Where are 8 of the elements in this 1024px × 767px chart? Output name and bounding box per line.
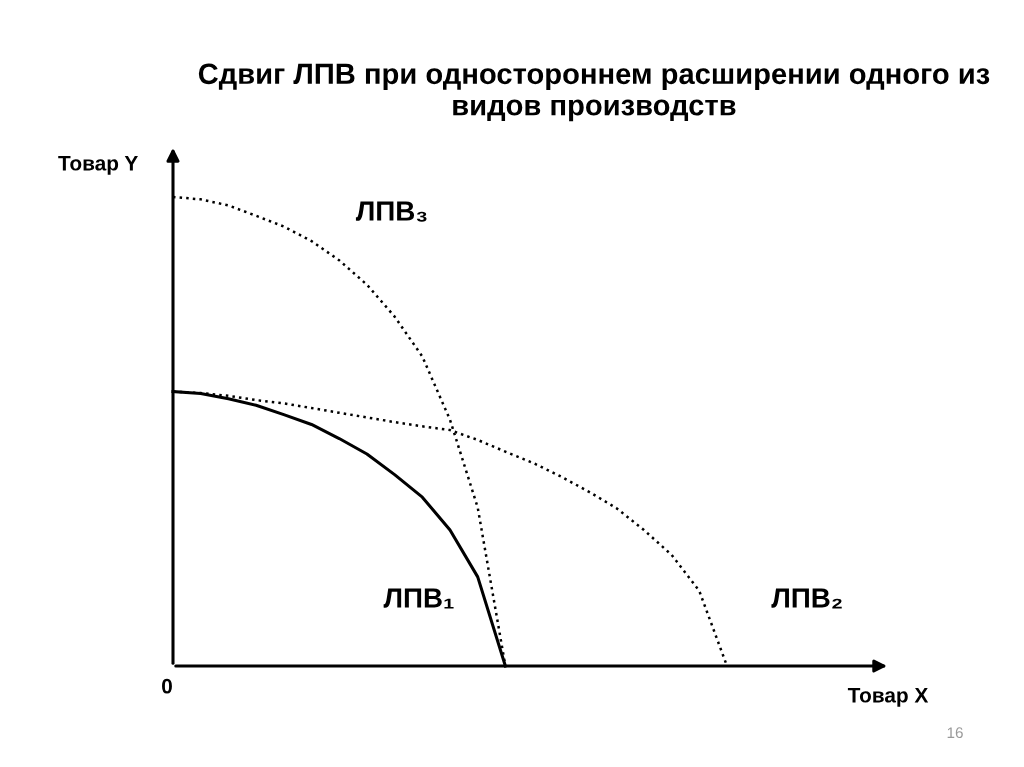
series-label: ЛПВ₁ [383, 588, 454, 609]
text: Товар X [847, 688, 929, 707]
y-axis-title: Товар Y [58, 156, 138, 175]
series-label: ЛПВ₃ [355, 201, 427, 222]
text: ЛПВ₂ [771, 588, 842, 609]
text: 0 [162, 678, 172, 694]
text: 16 [947, 727, 963, 739]
chart-title: Сдвиг ЛПВ при одностороннем расширении одного из видов производств [198, 63, 990, 122]
